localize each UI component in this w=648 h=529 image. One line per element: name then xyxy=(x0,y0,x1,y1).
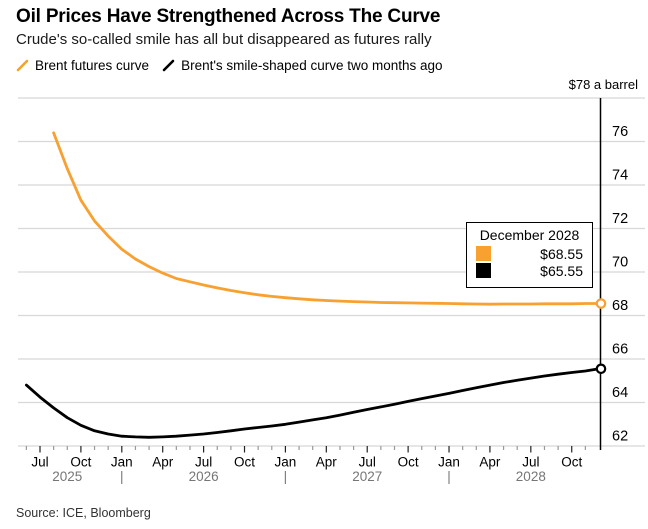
y-axis-tick-label: 72 xyxy=(612,211,628,227)
y-axis-tick-label: 70 xyxy=(612,255,628,271)
tooltip-value: $68.55 xyxy=(540,245,583,262)
x-axis-month-label: Jan xyxy=(111,455,133,470)
tooltip-row: $65.55 xyxy=(476,262,583,279)
black-slash-icon xyxy=(162,59,175,72)
tooltip-swatch-black xyxy=(476,263,491,278)
chart-title: Oil Prices Have Strengthened Across The … xyxy=(16,6,441,27)
x-axis-month-label: Jul xyxy=(359,455,376,470)
tooltip-swatch-orange xyxy=(476,246,491,261)
y-axis-tick-label: 68 xyxy=(612,298,628,314)
chart-tooltip: December 2028 $68.55 $65.55 xyxy=(466,222,593,288)
tooltip-value: $65.55 xyxy=(540,262,583,279)
series-line xyxy=(52,131,601,306)
x-axis-month-label: Jul xyxy=(31,455,48,470)
x-axis-month-label: Oct xyxy=(561,455,582,470)
y-axis-tick-label: 66 xyxy=(612,342,628,358)
x-axis-year-separator: | xyxy=(284,469,288,484)
x-axis-year-label: 2028 xyxy=(516,469,546,484)
x-axis-month-label: Apr xyxy=(316,455,338,470)
x-axis-month-label: Jul xyxy=(522,455,539,470)
x-axis-month-label: Jan xyxy=(275,455,297,470)
source-attribution: Source: ICE, Bloomberg xyxy=(16,506,151,520)
x-axis-month-label: Jan xyxy=(438,455,460,470)
y-axis-unit-label: $78 a barrel xyxy=(568,77,638,92)
tooltip-title: December 2028 xyxy=(479,227,580,243)
series-end-marker xyxy=(595,298,607,309)
chart-subtitle: Crude's so-called smile has all but disa… xyxy=(16,31,432,48)
x-axis-month-label: Jul xyxy=(195,455,212,470)
y-axis-tick-label: 62 xyxy=(612,429,628,445)
legend-label: Brent's smile-shaped curve two months ag… xyxy=(181,58,443,73)
legend-item-brent-two-months-ago: Brent's smile-shaped curve two months ag… xyxy=(162,58,443,73)
x-axis-month-label: Oct xyxy=(234,455,255,470)
y-axis-tick-label: 74 xyxy=(612,168,628,184)
x-axis-month-label: Oct xyxy=(398,455,419,470)
x-axis-month-label: Apr xyxy=(152,455,174,470)
legend-item-brent-futures: Brent futures curve xyxy=(16,58,149,73)
orange-slash-icon xyxy=(16,59,29,72)
y-axis-tick-label: 64 xyxy=(612,385,628,401)
tooltip-row: $68.55 xyxy=(476,245,583,262)
x-axis-year-separator: | xyxy=(120,469,124,484)
x-axis-year-label: 2027 xyxy=(352,469,382,484)
series-line xyxy=(25,367,601,439)
x-axis-month-label: Apr xyxy=(479,455,501,470)
series-end-marker xyxy=(595,363,607,375)
x-axis-year-label: 2026 xyxy=(189,469,219,484)
legend-label: Brent futures curve xyxy=(35,58,150,73)
chart-legend: Brent futures curve Brent's smile-shaped… xyxy=(16,58,443,73)
y-axis-tick-label: 76 xyxy=(612,124,628,140)
x-axis-year-label: 2025 xyxy=(52,469,82,484)
x-axis-year-separator: | xyxy=(447,469,451,484)
x-axis-month-label: Oct xyxy=(70,455,91,470)
